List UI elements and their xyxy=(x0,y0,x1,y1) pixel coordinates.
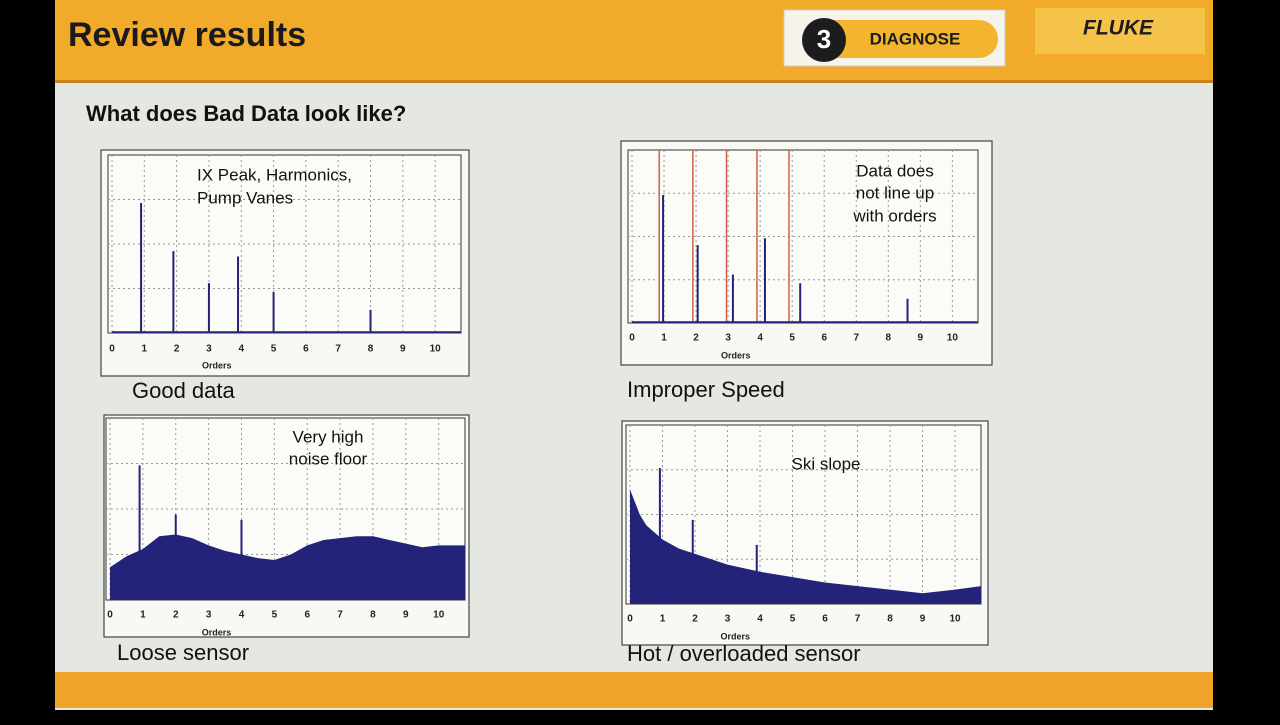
x-tick-label: 10 xyxy=(947,333,959,344)
x-tick-label: 3 xyxy=(206,610,212,621)
x-tick-label: 5 xyxy=(272,610,278,621)
x-tick-label: 2 xyxy=(692,614,698,625)
step-pill xyxy=(812,20,998,58)
x-tick-label: 6 xyxy=(304,610,310,621)
x-tick-label: 9 xyxy=(403,610,409,621)
x-tick-label: 6 xyxy=(822,614,828,625)
chart-caption: Hot / overloaded sensor xyxy=(627,641,861,666)
x-tick-label: 4 xyxy=(238,344,244,355)
annotation: not line up xyxy=(856,183,934,202)
subtitle: What does Bad Data look like? xyxy=(86,101,406,126)
x-axis-label: Orders xyxy=(721,350,751,360)
chart-caption: Improper Speed xyxy=(627,377,785,402)
noise-floor xyxy=(630,489,981,604)
x-tick-label: 2 xyxy=(173,610,179,621)
header-rule xyxy=(55,80,1213,83)
x-tick-label: 8 xyxy=(886,333,892,344)
x-tick-label: 5 xyxy=(789,333,795,344)
x-tick-label: 1 xyxy=(142,344,148,355)
x-tick-label: 0 xyxy=(107,610,113,621)
noise-floor xyxy=(112,331,461,333)
x-tick-label: 0 xyxy=(629,333,635,344)
step-number: 3 xyxy=(817,24,831,54)
annotation: Very high xyxy=(293,427,364,446)
x-tick-label: 7 xyxy=(337,610,343,621)
x-tick-label: 9 xyxy=(400,344,406,355)
annotation: Pump Vanes xyxy=(197,188,293,207)
x-tick-label: 9 xyxy=(920,614,926,625)
noise-floor xyxy=(110,534,465,600)
annotation: IX Peak, Harmonics, xyxy=(197,165,352,184)
x-tick-label: 4 xyxy=(757,333,763,344)
x-tick-label: 8 xyxy=(368,344,374,355)
x-tick-label: 6 xyxy=(821,333,827,344)
x-tick-label: 0 xyxy=(627,614,633,625)
step-label: DIAGNOSE xyxy=(870,29,961,48)
x-tick-label: 2 xyxy=(693,333,699,344)
x-axis-label: Orders xyxy=(721,631,751,641)
footer-band xyxy=(55,672,1213,708)
x-tick-label: 3 xyxy=(725,614,731,625)
x-tick-label: 0 xyxy=(109,344,115,355)
x-tick-label: 1 xyxy=(140,610,146,621)
x-tick-label: 8 xyxy=(887,614,893,625)
chart-caption: Good data xyxy=(132,378,236,403)
brand: FLUKE xyxy=(1083,17,1154,40)
x-tick-label: 4 xyxy=(239,610,245,621)
header-band xyxy=(55,0,1213,82)
x-tick-label: 5 xyxy=(790,614,796,625)
x-axis-label: Orders xyxy=(202,360,232,370)
x-tick-label: 3 xyxy=(725,333,731,344)
x-tick-label: 7 xyxy=(855,614,861,625)
x-tick-label: 2 xyxy=(174,344,180,355)
x-tick-label: 10 xyxy=(949,614,961,625)
x-tick-label: 1 xyxy=(661,333,667,344)
annotation: noise floor xyxy=(289,449,368,468)
x-tick-label: 3 xyxy=(206,344,212,355)
brand-box xyxy=(1035,8,1205,54)
x-tick-label: 10 xyxy=(430,344,442,355)
x-tick-label: 7 xyxy=(853,333,859,344)
slide-title: Review results xyxy=(68,16,306,54)
x-tick-label: 4 xyxy=(757,614,763,625)
x-tick-label: 9 xyxy=(918,333,924,344)
chart-caption: Loose sensor xyxy=(117,640,249,665)
annotation: Ski slope xyxy=(792,454,861,473)
annotation: with orders xyxy=(852,206,936,225)
x-tick-label: 10 xyxy=(433,610,445,621)
annotation: Data does xyxy=(856,161,934,180)
x-tick-label: 6 xyxy=(303,344,309,355)
step-circle xyxy=(802,18,846,62)
x-axis-label: Orders xyxy=(202,627,232,637)
x-tick-label: 1 xyxy=(660,614,666,625)
x-tick-label: 5 xyxy=(271,344,277,355)
noise-floor xyxy=(632,321,978,323)
x-tick-label: 8 xyxy=(370,610,376,621)
x-tick-label: 7 xyxy=(335,344,341,355)
